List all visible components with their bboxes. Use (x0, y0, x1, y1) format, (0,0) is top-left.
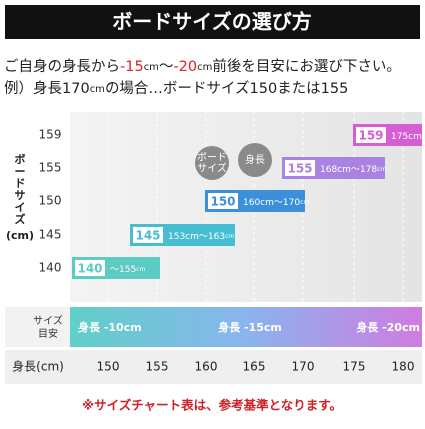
bubble (238, 143, 272, 177)
intro-line: ご自身の身長から-15cm〜-20cm前後を目安にお選び下さい。 (4, 58, 401, 75)
intro-segment: cm (144, 62, 159, 73)
y-label-char: ズ (15, 212, 26, 226)
range-text: 168cm〜178 (320, 165, 377, 175)
guide-band (70, 307, 422, 347)
guide-item: 身長 -15cm (218, 320, 282, 334)
title: ボードサイズの選び方 (112, 10, 311, 34)
size-value: 145 (135, 229, 160, 243)
intro-segment: -20 (173, 59, 197, 75)
size-value: 159 (358, 129, 383, 143)
y-label-char: ー (15, 165, 26, 178)
guide-item: 身長 -10cm (78, 320, 142, 334)
guide-label: サイズ (33, 314, 63, 327)
intro-segment: -15 (120, 59, 144, 75)
size-value: 140 (77, 262, 102, 276)
x-tick-label: 150 (97, 360, 120, 374)
size-range: 160cm〜170cm (243, 198, 309, 208)
x-tick-label: 180 (392, 360, 415, 374)
x-tick-label: 160 (195, 360, 218, 374)
intro-segment: 〜 (159, 59, 174, 75)
y-label-char: サ (15, 189, 26, 202)
x-tick-label: 165 (243, 360, 266, 374)
y-label-char: ド (15, 177, 26, 190)
y-label-char: イ (15, 201, 26, 214)
header-bar (5, 5, 420, 39)
bubble-text: 身長 (245, 153, 265, 166)
size-badge (356, 127, 386, 143)
y-tick-label: 140 (39, 261, 62, 275)
range-unit: cm (136, 266, 145, 273)
x-axis-label: 身長(cm) (12, 359, 64, 374)
x-tick-label: 175 (343, 360, 366, 374)
size-range: 175cm〜 (391, 132, 425, 142)
y-tick-label: 159 (39, 128, 62, 142)
intro-segment: ご自身の身長から (4, 58, 120, 75)
size-range: 〜155cm (110, 265, 145, 275)
bubble (195, 146, 229, 180)
intro-segment: 前後を目安にお選び下さい。 (212, 58, 401, 75)
intro-line: 例）身長170cmの場合…ボードサイズ150または155 (4, 80, 348, 97)
size-range: 168cm〜178cm (320, 165, 386, 175)
size-badge (133, 227, 163, 243)
y-tick-label: 155 (39, 161, 62, 175)
size-value: 150 (210, 195, 235, 209)
range-unit: cm (225, 233, 234, 240)
y-label-char: ボ (15, 152, 26, 166)
x-tick-label: 170 (292, 360, 315, 374)
y-unit: (cm) (6, 229, 34, 242)
bubble-text: ボード (197, 152, 227, 164)
size-badge (285, 160, 315, 176)
intro-segment: の場合…ボードサイズ150または155 (105, 80, 348, 97)
axis-row (5, 350, 422, 384)
y-tick-label: 150 (39, 194, 62, 208)
range-unit: cm (300, 199, 309, 206)
intro-segment: cm (197, 62, 212, 73)
guide-item: 身長 -20cm (356, 320, 420, 334)
size-value: 155 (287, 162, 312, 176)
bubble-text: サイズ (197, 162, 227, 175)
intro-segment: cm (90, 84, 105, 95)
size-badge (75, 260, 105, 276)
guide-label: 目安 (38, 327, 58, 340)
intro-segment: 例）身長170 (4, 80, 90, 97)
range-text: 153cm〜163 (168, 232, 225, 242)
size-range: 153cm〜163cm (168, 232, 234, 242)
note: ※サイズチャート表は、参考基準となります。 (82, 398, 342, 413)
x-tick-label: 155 (146, 360, 169, 374)
y-tick-label: 145 (39, 228, 62, 242)
range-text: 〜155 (110, 265, 136, 275)
range-text: 160cm〜170 (243, 198, 300, 208)
range-unit: cm (377, 166, 386, 173)
size-badge (208, 193, 238, 209)
range-text: 175cm〜 (391, 132, 425, 142)
